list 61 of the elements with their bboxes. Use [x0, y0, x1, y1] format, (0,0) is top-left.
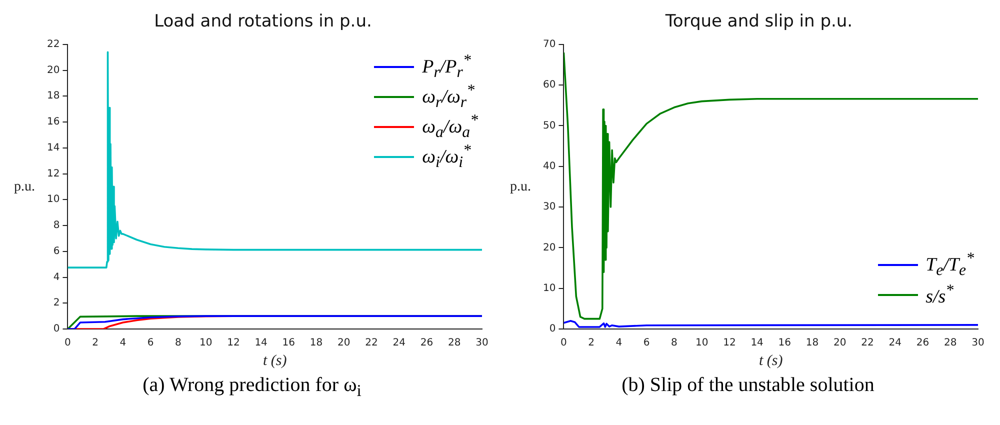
text: (a) Wrong prediction for ω$_{i}$ [142, 374, 362, 401]
x-tick-label: 18 [310, 338, 323, 349]
y-tick-label: 10 [46, 194, 60, 206]
x-axis-title: t (s) [262, 352, 287, 369]
x-tick-label: 12 [723, 338, 736, 349]
y-tick-label: 20 [542, 242, 556, 254]
legend-label: s/s$^{*}$ [926, 282, 954, 308]
x-tick-label: 12 [227, 338, 240, 349]
y-tick-label: 0 [53, 324, 60, 335]
chart-title: Load and rotations in p.u. [154, 12, 372, 32]
x-tick-label: 8 [671, 338, 678, 349]
x-tick-label: 6 [643, 338, 650, 349]
x-tick-label: 18 [806, 338, 819, 349]
y-tick-label: 8 [53, 220, 60, 232]
y-tick-label: 6 [53, 246, 60, 257]
y-tick-label: 20 [46, 64, 60, 76]
y-tick-label: 50 [542, 120, 556, 132]
x-tick-label: 14 [254, 338, 268, 349]
y-tick-label: 0 [549, 324, 556, 335]
x-tick-label: 22 [365, 338, 378, 349]
x-tick-label: 26 [916, 338, 930, 349]
x-tick-label: 10 [695, 338, 708, 349]
y-tick-label: 2 [53, 298, 60, 309]
x-tick-label: 26 [420, 338, 434, 349]
y-tick-label: 4 [53, 272, 60, 283]
x-tick-label: 0 [64, 338, 71, 349]
y-tick-label: 10 [542, 282, 556, 294]
x-tick-label: 30 [476, 338, 488, 349]
x-tick-label: 28 [448, 338, 461, 349]
x-tick-label: 24 [888, 338, 902, 349]
x-tick-label: 28 [944, 338, 957, 349]
x-tick-label: 2 [92, 338, 99, 349]
y-tick-label: 22 [46, 38, 60, 50]
x-tick-label: 0 [560, 338, 567, 349]
y-tick-label: 16 [46, 116, 60, 128]
chart-title: Torque and slip in p.u. [664, 12, 853, 32]
x-tick-label: 8 [175, 338, 182, 349]
x-tick-label: 4 [120, 338, 126, 349]
x-tick-label: 10 [199, 338, 212, 349]
text: (b) Slip of the unstable solution [620, 374, 876, 397]
x-tick-label: 20 [338, 338, 350, 349]
y-axis-title: p.u. [14, 179, 35, 194]
y-axis-title: p.u. [510, 179, 531, 194]
y-tick-label: 40 [542, 160, 556, 172]
x-tick-label: 16 [282, 338, 296, 349]
x-tick-label: 22 [861, 338, 874, 349]
x-tick-label: 20 [834, 338, 846, 349]
y-tick-label: 70 [542, 38, 556, 50]
y-tick-label: 18 [46, 90, 60, 102]
x-tick-label: 24 [392, 338, 406, 349]
y-tick-label: 30 [542, 202, 556, 213]
x-tick-label: 6 [147, 338, 154, 349]
x-axis-title: t (s) [758, 352, 783, 369]
x-tick-label: 16 [778, 338, 792, 349]
x-tick-label: 30 [972, 338, 984, 349]
x-tick-label: 2 [588, 338, 595, 349]
x-tick-label: 14 [750, 338, 764, 349]
y-tick-label: 14 [46, 142, 60, 154]
y-tick-label: 12 [46, 168, 60, 180]
x-tick-label: 4 [616, 338, 622, 349]
y-tick-label: 60 [542, 80, 556, 91]
